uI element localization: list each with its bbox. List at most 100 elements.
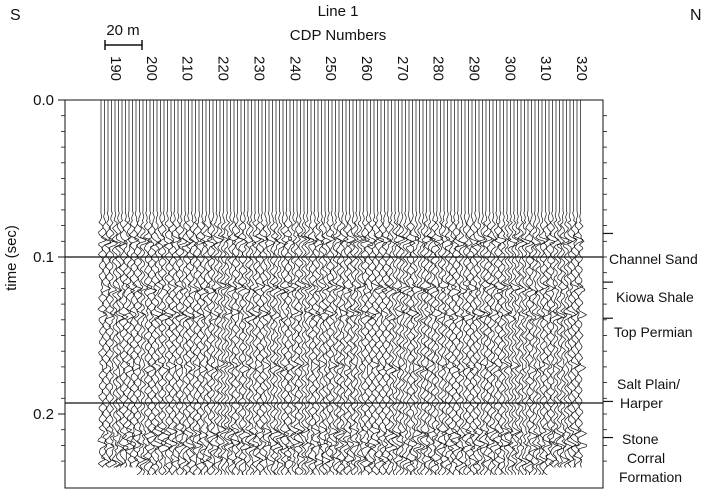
horizon-label-channel-sand: Channel Sand [609,251,698,267]
seismic-trace [397,100,409,476]
scale-bar-label: 20 m [106,22,139,39]
horizon-label-stone-corral: Stone Corral Formation [619,431,682,485]
seismic-trace [433,100,443,476]
seismic-trace [149,100,161,476]
seismic-trace [541,100,552,476]
seismic-trace [482,100,493,476]
seismic-trace [338,100,349,476]
seismic-trace [460,100,472,476]
seismic-trace [139,100,150,476]
seismic-trace [153,100,164,476]
seismic-trace [335,100,346,475]
time-tick-label: 0.2 [33,406,54,423]
seismic-trace [178,100,189,476]
seismic-trace [366,100,378,476]
seismic-trace [475,100,486,476]
seismic-trace [128,100,140,468]
seismic-trace [520,100,532,476]
cdp-tick-label: 270 [394,56,411,81]
seismic-trace [502,100,514,476]
seismic-trace [352,100,364,476]
seismic-trace [241,100,252,476]
seismic-trace [457,100,469,476]
line-title: Line 1 [318,3,359,20]
svg-text:Kiowa Shale: Kiowa Shale [616,289,694,305]
horizon-label-kiowa-shale: Kiowa Shale [616,289,694,305]
seismic-trace [426,100,437,476]
seismic-trace [136,100,147,476]
cdp-tick-label: 300 [501,56,518,81]
seismic-trace [258,100,269,476]
seismic-trace [103,100,115,468]
seismic-trace [170,100,182,475]
cdp-tick-label: 280 [430,56,447,81]
seismic-trace [388,100,399,475]
south-direction-label: S [10,7,21,24]
cdp-tick-label: 250 [322,56,339,81]
seismic-trace [244,100,255,476]
seismic-trace [237,100,248,475]
seismic-trace [156,100,168,476]
seismic-trace [507,100,517,475]
seismic-trace [514,100,525,476]
seismic-trace [569,100,581,468]
seismic-trace [531,100,542,476]
seismic-trace [251,100,262,476]
horizon-label-salt-plain-harper: Salt Plain/ Harper [617,376,680,411]
seismic-trace [524,100,535,475]
seismic-trace [464,100,476,476]
seismic-trace [192,100,203,476]
seismic-trace [160,100,171,476]
time-tick-label: 0.0 [33,92,54,109]
seismic-trace [405,100,416,476]
seismic-trace [489,100,500,476]
seismic-trace [422,100,434,476]
seismic-trace [538,100,549,476]
seismic-trace [174,100,185,476]
seismic-trace [230,100,241,476]
seismic-trace [223,100,234,476]
north-direction-label: N [690,7,702,24]
reference-lines [65,256,603,404]
seismic-trace [233,100,245,476]
seismic-trace [279,100,290,476]
seismic-trace [478,100,490,476]
seismic-trace [527,100,539,475]
seismic-trace [131,100,143,468]
seismic-trace [534,100,545,476]
seismic-trace [114,100,126,468]
seismic-trace [419,100,430,476]
seismic-trace [565,100,577,468]
svg-text:Top Permian: Top Permian [614,324,693,340]
seismic-trace [247,100,258,476]
seismic-traces [97,100,588,476]
seismic-trace [107,100,119,468]
seismic-trace [272,100,283,476]
seismic-trace [289,100,301,475]
seismic-trace [370,100,381,476]
seismic-trace [486,100,497,476]
seismic-trace [327,100,339,475]
seismic-trace [572,100,584,468]
seismic-trace [286,100,297,476]
seismic-trace [163,100,175,476]
svg-text:Salt Plain/: Salt Plain/ [617,376,680,392]
seismic-trace [359,100,371,475]
seismic-trace [394,100,406,475]
seismic-trace [453,100,465,475]
seismic-trace [391,100,402,476]
seismic-trace [440,100,451,476]
seismic-trace [307,100,318,476]
seismic-trace [562,100,574,468]
svg-text:Stone: Stone [622,431,659,447]
seismic-trace [415,100,427,476]
cdp-tick-label: 260 [358,56,375,81]
seismic-trace [213,100,223,476]
seismic-trace [296,100,308,476]
cdp-tick-label: 190 [107,56,124,81]
seismic-trace [381,100,391,476]
seismic-trace [331,100,343,476]
seismic-trace [208,100,220,476]
seismic-trace [342,100,353,476]
